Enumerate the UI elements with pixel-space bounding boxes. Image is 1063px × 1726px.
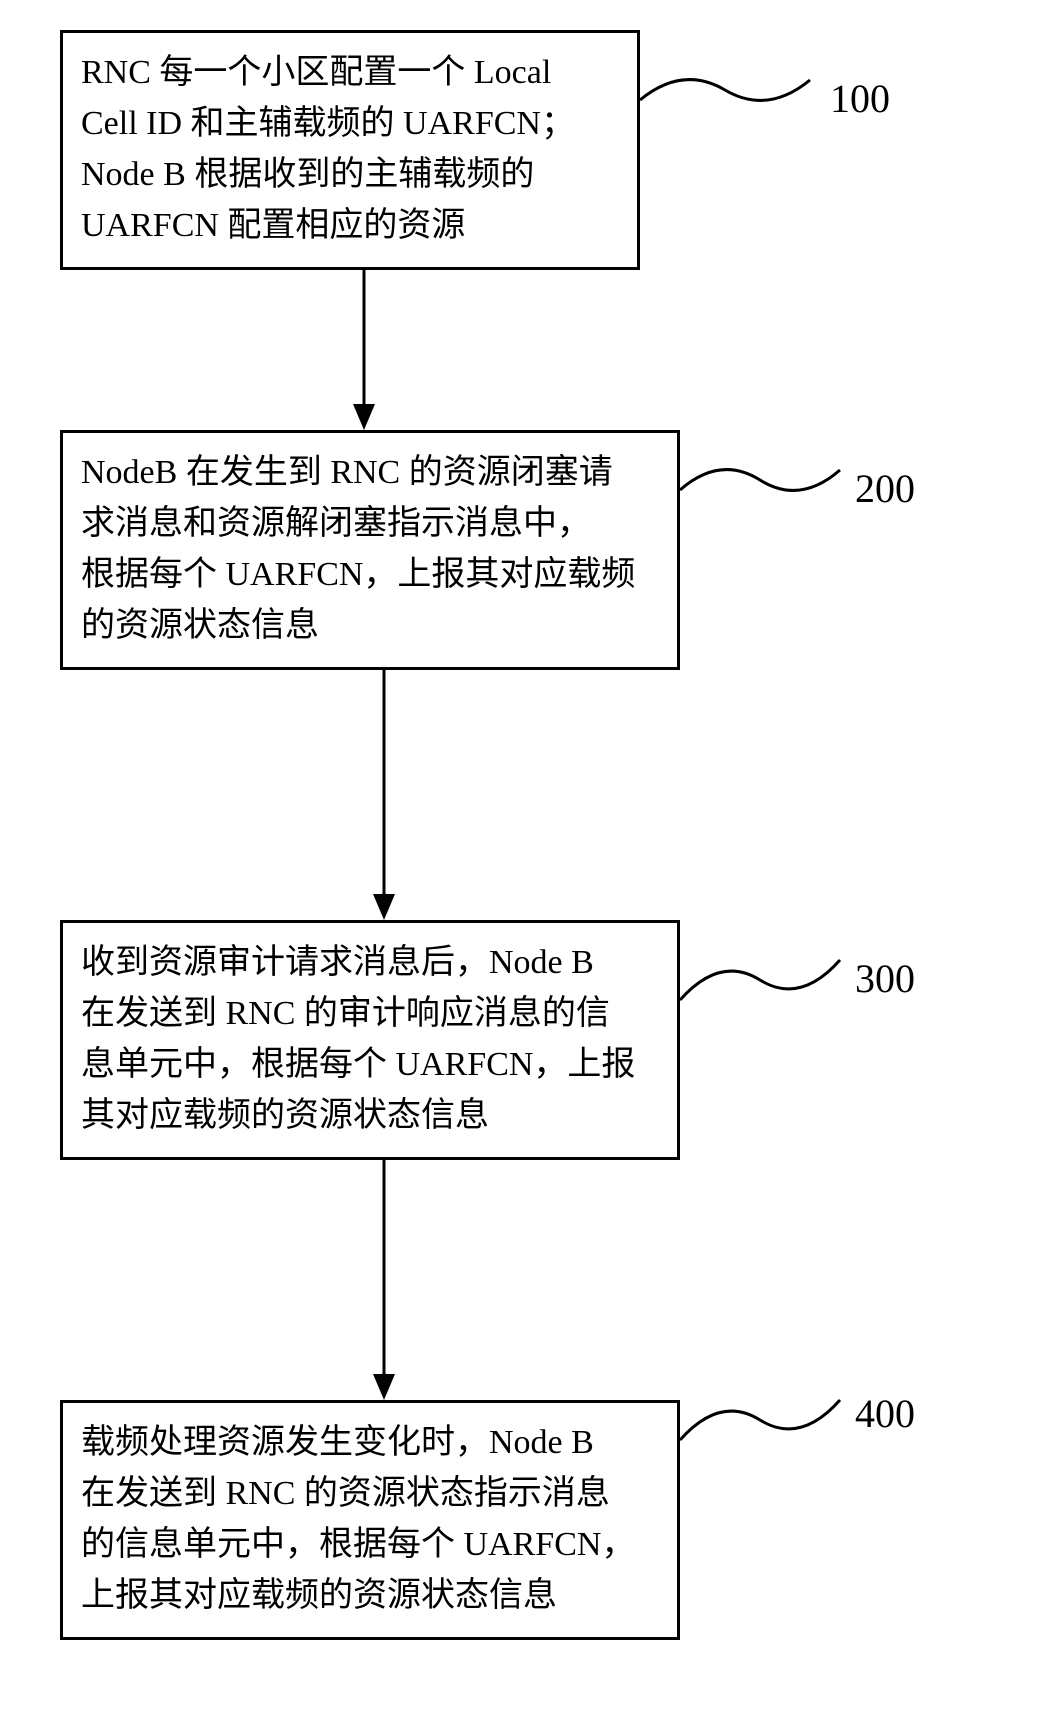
flowchart-arrow-1 <box>370 670 398 920</box>
flowchart-box-b4: 载频处理资源发生变化时，Node B 在发送到 RNC 的资源状态指示消息 的信… <box>60 1400 680 1640</box>
flowchart-arrow-0 <box>350 270 378 430</box>
flowchart-box-b2: NodeB 在发生到 RNC 的资源闭塞请 求消息和资源解闭塞指示消息中， 根据… <box>60 430 680 670</box>
callout-line-b2 <box>670 440 850 520</box>
callout-line-b1 <box>630 50 820 130</box>
flowchart-label-b1: 100 <box>830 75 890 122</box>
flowchart-label-b4: 400 <box>855 1390 915 1437</box>
flowchart-label-b2: 200 <box>855 465 915 512</box>
flowchart-container: RNC 每一个小区配置一个 Local Cell ID 和主辅载频的 UARFC… <box>0 0 1063 1726</box>
flowchart-arrow-2 <box>370 1160 398 1400</box>
flowchart-label-b3: 300 <box>855 955 915 1002</box>
flowchart-box-b3: 收到资源审计请求消息后，Node B 在发送到 RNC 的审计响应消息的信 息单… <box>60 920 680 1160</box>
callout-line-b3 <box>670 930 850 1030</box>
flowchart-box-b1: RNC 每一个小区配置一个 Local Cell ID 和主辅载频的 UARFC… <box>60 30 640 270</box>
callout-line-b4 <box>670 1370 850 1470</box>
